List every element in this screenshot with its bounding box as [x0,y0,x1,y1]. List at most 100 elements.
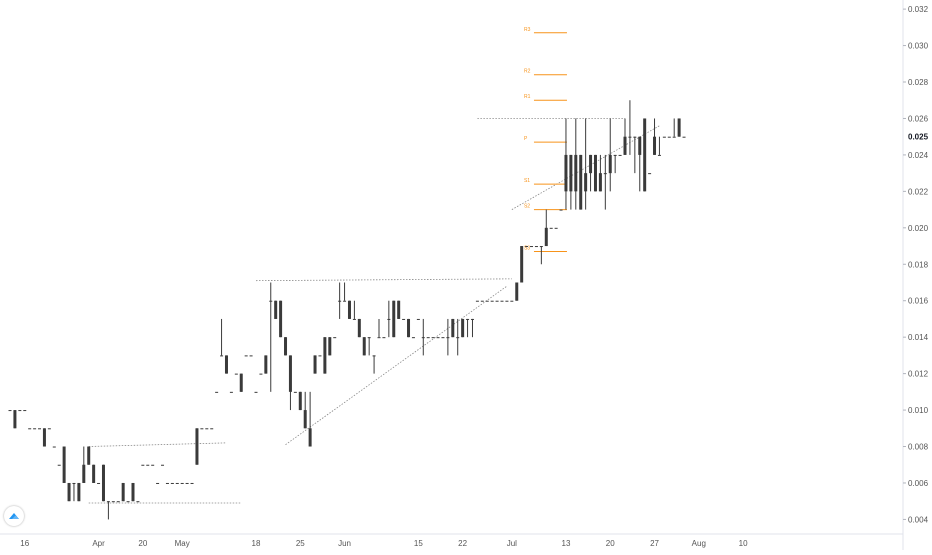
candle[interactable] [589,154,593,192]
candle[interactable] [165,482,169,484]
candle[interactable] [426,337,430,339]
candle[interactable] [303,391,307,429]
candle[interactable] [451,318,455,338]
candle[interactable] [254,391,258,393]
candle[interactable] [185,482,189,484]
candle[interactable] [559,209,563,211]
candle[interactable] [633,136,637,174]
candle[interactable] [72,482,76,502]
candle[interactable] [136,501,140,503]
candle[interactable] [200,428,204,430]
candle[interactable] [446,318,450,356]
candle[interactable] [82,446,86,483]
candle[interactable] [618,154,622,156]
candle[interactable] [220,318,224,357]
candle[interactable] [431,337,435,339]
candle[interactable] [229,391,233,393]
candle[interactable] [151,464,155,466]
candle[interactable] [264,355,268,374]
candle[interactable] [397,300,401,319]
candle[interactable] [47,428,51,430]
candle[interactable] [308,391,312,447]
candle[interactable] [411,337,415,339]
candle[interactable] [28,428,32,430]
candle[interactable] [239,373,243,392]
candle[interactable] [466,318,470,338]
candle[interactable] [279,300,283,338]
candle[interactable] [653,118,657,155]
candle[interactable] [672,118,676,138]
candle[interactable] [579,154,583,210]
candle[interactable] [372,355,376,374]
trend-line[interactable] [88,442,227,447]
candle[interactable] [323,337,327,374]
candle[interactable] [293,391,297,393]
candle[interactable] [510,300,514,302]
candle[interactable] [416,318,420,320]
candle[interactable] [657,136,661,156]
candle[interactable] [549,227,553,229]
candle[interactable] [131,482,135,502]
candle[interactable] [343,282,347,302]
candle[interactable] [146,464,150,466]
candle[interactable] [205,428,209,430]
candle[interactable] [362,337,366,356]
candle[interactable] [608,118,612,192]
candle[interactable] [215,391,219,393]
candle[interactable] [77,482,81,502]
candle[interactable] [298,391,302,411]
candle[interactable] [23,410,27,412]
candle[interactable] [574,118,578,210]
candle[interactable] [62,446,66,483]
candle[interactable] [156,482,160,484]
candle[interactable] [539,246,543,265]
candle[interactable] [180,482,184,484]
candle[interactable] [387,300,391,338]
candle[interactable] [480,300,484,302]
candle[interactable] [269,282,273,392]
candle[interactable] [244,355,248,357]
candle[interactable] [603,154,607,210]
candle[interactable] [106,501,110,520]
candle[interactable] [141,464,145,466]
candle[interactable] [441,337,445,339]
candle[interactable] [313,355,317,374]
candle[interactable] [338,282,342,319]
candle[interactable] [318,355,322,357]
candle[interactable] [382,337,386,339]
candle[interactable] [161,464,165,466]
candle[interactable] [8,410,12,412]
candle[interactable] [170,482,174,484]
candle[interactable] [111,501,115,503]
candle[interactable] [623,118,627,155]
candle[interactable] [530,246,534,248]
candle[interactable] [357,318,361,338]
candle[interactable] [274,300,278,319]
candle[interactable] [515,282,519,301]
candle[interactable] [377,318,381,339]
candle[interactable] [288,355,292,411]
candle[interactable] [525,246,529,248]
candle[interactable] [234,373,238,375]
candle[interactable] [195,428,199,465]
candle[interactable] [682,136,686,138]
candle[interactable] [470,318,474,338]
candle[interactable] [407,318,411,338]
candle[interactable] [421,318,425,356]
candle[interactable] [534,246,538,248]
candle[interactable] [564,118,568,210]
candle[interactable] [367,337,371,356]
candle[interactable] [224,355,228,374]
candle[interactable] [490,300,494,302]
candle[interactable] [505,300,509,302]
candle[interactable] [52,446,56,448]
candle[interactable] [554,227,558,229]
candle[interactable] [210,428,214,430]
candle[interactable] [352,300,356,320]
candle[interactable] [42,428,46,447]
candle[interactable] [333,337,337,339]
candle[interactable] [175,482,179,484]
candle[interactable] [485,300,489,302]
candle[interactable] [544,209,548,247]
candle[interactable] [347,300,351,319]
